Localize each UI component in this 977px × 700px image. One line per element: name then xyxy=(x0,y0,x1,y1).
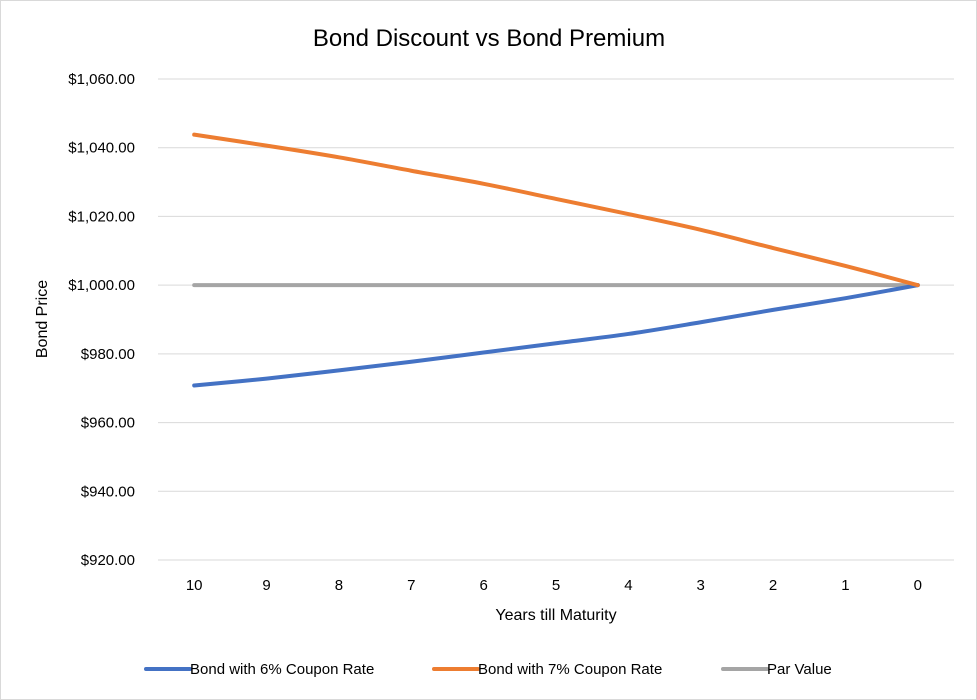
series-line-0 xyxy=(192,283,920,388)
x-tick-label: 8 xyxy=(335,577,343,594)
y-axis-tick-labels: $920.00 $940.00 $960.00 $980.00 $1,000.00 $1,… xyxy=(68,71,135,569)
x-axis-tick-labels: 10 9 8 7 6 5 4 3 2 1 0 xyxy=(186,577,922,594)
y-tick-label: $920.00 xyxy=(81,552,135,569)
y-tick-label: $1,000.00 xyxy=(68,277,135,294)
y-tick-label: $960.00 xyxy=(81,415,135,432)
legend-label: Bond with 6% Coupon Rate xyxy=(190,661,374,678)
x-tick-label: 3 xyxy=(697,577,705,594)
y-tick-label: $980.00 xyxy=(81,346,135,363)
y-tick-label: $1,020.00 xyxy=(68,208,135,225)
x-tick-label: 4 xyxy=(624,577,632,594)
y-tick-label: $940.00 xyxy=(81,483,135,500)
y-axis-label: Bond Price xyxy=(34,280,51,358)
x-tick-label: 7 xyxy=(407,577,415,594)
x-tick-label: 0 xyxy=(914,577,922,594)
x-tick-label: 9 xyxy=(262,577,270,594)
x-tick-label: 10 xyxy=(186,577,203,594)
x-tick-label: 2 xyxy=(769,577,777,594)
gridlines xyxy=(158,78,954,561)
x-axis-label: Years till Maturity xyxy=(495,607,616,624)
x-tick-label: 1 xyxy=(841,577,849,594)
y-tick-label: $1,040.00 xyxy=(68,140,135,157)
series-line-1 xyxy=(192,132,920,288)
legend-label: Bond with 7% Coupon Rate xyxy=(478,661,662,678)
legend-label: Par Value xyxy=(767,661,832,678)
legend: Bond with 6% Coupon Rate Bond with 7% Cou… xyxy=(144,661,832,678)
y-tick-label: $1,060.00 xyxy=(68,71,135,88)
chart-title: Bond Discount vs Bond Premium xyxy=(313,25,665,52)
x-tick-label: 5 xyxy=(552,577,560,594)
series-lines xyxy=(192,132,920,388)
x-tick-label: 6 xyxy=(479,577,487,594)
